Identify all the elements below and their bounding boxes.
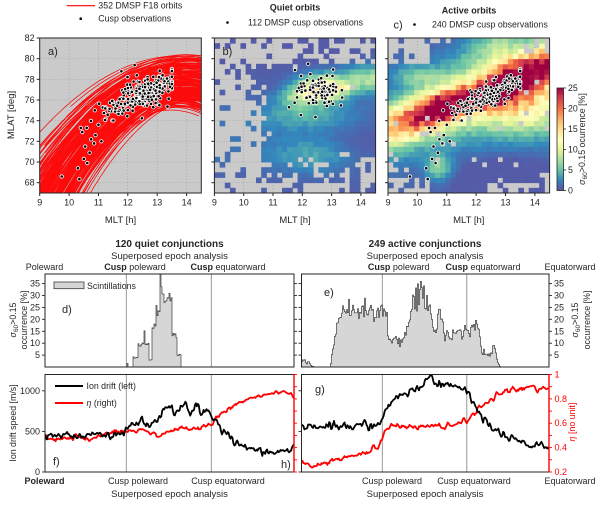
- svg-text:Cusp poleward: Cusp poleward: [362, 476, 422, 486]
- svg-text:Ion drift (left): Ion drift (left): [87, 381, 136, 391]
- svg-text:240 DMSP cusp observations: 240 DMSP cusp observations: [432, 20, 548, 30]
- svg-text:9: 9: [385, 198, 390, 208]
- svg-text:82: 82: [25, 33, 35, 43]
- svg-text:11: 11: [268, 198, 277, 208]
- svg-text:Cusp equatorward: Cusp equatorward: [437, 476, 511, 486]
- svg-text:352 DMSP F18 orbits: 352 DMSP F18 orbits: [98, 1, 183, 11]
- svg-text:500: 500: [25, 426, 40, 436]
- svg-text:14: 14: [356, 198, 366, 208]
- svg-text:5: 5: [568, 165, 573, 175]
- svg-text:13: 13: [327, 198, 337, 208]
- svg-text:Equatorward: Equatorward: [544, 262, 595, 272]
- svg-text:Equatorward: Equatorward: [544, 476, 595, 486]
- svg-text:Poleward: Poleward: [26, 262, 64, 272]
- svg-text:25: 25: [568, 83, 578, 93]
- svg-text:0: 0: [35, 467, 40, 477]
- svg-text:25: 25: [554, 302, 564, 312]
- svg-text:0.6: 0.6: [555, 418, 568, 428]
- svg-text:13: 13: [500, 198, 510, 208]
- svg-text:Cusp equatorward: Cusp equatorward: [191, 476, 265, 486]
- svg-text:Active orbits: Active orbits: [442, 6, 497, 16]
- svg-text:Quiet orbits: Quiet orbits: [270, 3, 321, 13]
- svg-text:15: 15: [568, 124, 578, 134]
- svg-text:Cusp poleward: Cusp poleward: [104, 262, 166, 272]
- svg-text:MLAT [deg]: MLAT [deg]: [6, 91, 17, 139]
- svg-text:249 active conjunctions: 249 active conjunctions: [369, 239, 482, 250]
- svg-text:76: 76: [25, 95, 35, 105]
- svg-text:5: 5: [35, 350, 40, 360]
- svg-text:Scintillations: Scintillations: [87, 281, 136, 291]
- svg-text:80: 80: [25, 54, 35, 64]
- svg-text:10: 10: [64, 198, 74, 208]
- svg-text:0.8: 0.8: [555, 394, 568, 404]
- svg-text:MLT [h]: MLT [h]: [453, 215, 484, 226]
- svg-text:0.2: 0.2: [555, 467, 568, 477]
- svg-text:0: 0: [568, 186, 573, 196]
- svg-text:0.4: 0.4: [555, 443, 568, 453]
- svg-text:11: 11: [94, 198, 103, 208]
- svg-text:b): b): [223, 46, 233, 58]
- svg-text:1: 1: [555, 370, 560, 380]
- svg-text:Cusp observations: Cusp observations: [98, 14, 171, 24]
- svg-text:10: 10: [239, 198, 249, 208]
- svg-text:d): d): [62, 304, 72, 316]
- svg-text:Cusp equatorward: Cusp equatorward: [445, 262, 520, 272]
- svg-text:Cusp poleward: Cusp poleward: [108, 476, 168, 486]
- svg-text:MLT [h]: MLT [h]: [279, 215, 310, 226]
- svg-text:Poleward: Poleward: [24, 476, 64, 486]
- svg-text:30: 30: [554, 291, 564, 301]
- svg-text:12: 12: [297, 198, 307, 208]
- svg-text:10: 10: [554, 338, 564, 348]
- svg-text:11: 11: [442, 198, 451, 208]
- svg-text:occurrence [%]: occurrence [%]: [19, 291, 29, 350]
- svg-text:h): h): [281, 459, 291, 471]
- svg-text:g): g): [315, 384, 325, 396]
- svg-text:72: 72: [25, 136, 35, 146]
- svg-text:12: 12: [471, 198, 481, 208]
- svg-text:Cusp equatorward: Cusp equatorward: [190, 262, 265, 272]
- svg-text:9: 9: [212, 198, 217, 208]
- svg-text:σ60>0.15 ocurrence [%]: σ60>0.15 ocurrence [%]: [577, 93, 589, 185]
- svg-text:a): a): [48, 46, 58, 58]
- svg-text:20: 20: [554, 314, 564, 324]
- svg-text:Superposed epoch analysis: Superposed epoch analysis: [367, 489, 484, 500]
- svg-text:occurrence [%]: occurrence [%]: [582, 291, 592, 350]
- svg-text:Superposed epoch analysis: Superposed epoch analysis: [111, 251, 228, 262]
- svg-text:20: 20: [568, 104, 578, 114]
- svg-text:68: 68: [25, 178, 35, 188]
- svg-text:15: 15: [554, 326, 564, 336]
- svg-text:12: 12: [123, 198, 133, 208]
- svg-text:30: 30: [30, 291, 40, 301]
- svg-text:70: 70: [25, 157, 35, 167]
- svg-text:10: 10: [30, 338, 40, 348]
- svg-text:η (right): η (right): [87, 398, 117, 408]
- svg-text:25: 25: [30, 302, 40, 312]
- svg-text:14: 14: [530, 198, 540, 208]
- svg-text:120 quiet conjunctions: 120 quiet conjunctions: [115, 239, 224, 250]
- svg-text:Ion drift speed [m/s]: Ion drift speed [m/s]: [8, 384, 18, 461]
- svg-text:η [no unit]: η [no unit]: [567, 403, 577, 442]
- svg-text:10: 10: [412, 198, 422, 208]
- svg-text:1000: 1000: [20, 386, 40, 396]
- svg-text:35: 35: [554, 279, 564, 289]
- svg-text:74: 74: [25, 116, 35, 126]
- svg-text:Superposed epoch analysis: Superposed epoch analysis: [111, 489, 228, 500]
- svg-text:14: 14: [182, 198, 192, 208]
- svg-text:c): c): [394, 20, 403, 32]
- svg-text:f): f): [53, 456, 60, 468]
- svg-text:e): e): [324, 287, 334, 299]
- svg-text:5: 5: [554, 350, 559, 360]
- svg-text:112 DMSP cusp observations: 112 DMSP cusp observations: [248, 18, 364, 28]
- svg-text:78: 78: [25, 74, 35, 84]
- svg-text:35: 35: [30, 279, 40, 289]
- svg-text:9: 9: [37, 198, 42, 208]
- svg-text:20: 20: [30, 314, 40, 324]
- svg-text:13: 13: [152, 198, 162, 208]
- svg-text:10: 10: [568, 145, 578, 155]
- svg-text:15: 15: [30, 326, 40, 336]
- svg-text:MLT [h]: MLT [h]: [105, 215, 136, 226]
- svg-text:Superposed epoch analysis: Superposed epoch analysis: [367, 251, 484, 262]
- svg-text:Cusp poleward: Cusp poleward: [368, 262, 430, 272]
